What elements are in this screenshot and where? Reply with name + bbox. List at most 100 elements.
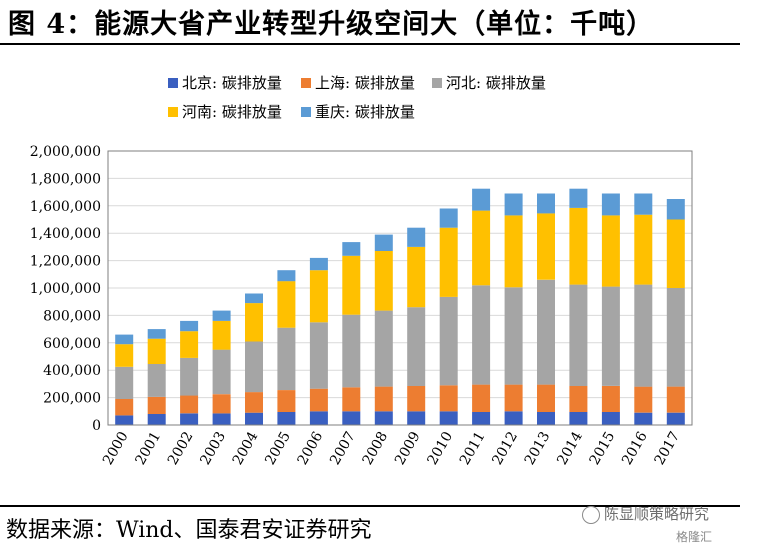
bar-segment — [342, 411, 361, 425]
x-axis-tick-labels: 2000 2001 2002 2003 2004 2005 2006 2007 2008 2009… — [100, 429, 683, 468]
bar-segment — [601, 286, 620, 386]
bar-segment — [180, 357, 199, 396]
bar-segment — [245, 412, 263, 425]
bar-segment — [569, 386, 588, 412]
bar-segment — [472, 188, 491, 211]
x-tick-label: 2001 — [132, 429, 164, 468]
bar-segment — [277, 390, 296, 412]
bar-segment — [601, 215, 620, 287]
bar-segment — [309, 411, 328, 425]
bar-segment — [569, 412, 588, 425]
x-tick-label: 2008 — [360, 429, 392, 468]
x-tick-label: 2015 — [587, 429, 619, 468]
x-tick-label: 2016 — [619, 429, 651, 468]
chart-bars — [115, 188, 685, 425]
bar-segment — [180, 320, 199, 332]
bar-segment — [601, 386, 620, 412]
bar-segment — [569, 284, 588, 386]
bar-segment — [212, 349, 231, 395]
legend-swatch — [432, 78, 442, 88]
bar-segment — [115, 334, 134, 345]
y-tick-label: 1,400,000 — [30, 226, 101, 242]
bar-segment — [472, 412, 491, 425]
bar-segment — [439, 227, 458, 297]
bar-segment — [472, 285, 491, 385]
bar-segment — [439, 296, 458, 386]
bar-segment — [115, 344, 134, 367]
x-tick-label: 2005 — [262, 429, 294, 468]
x-tick-label: 2010 — [424, 429, 456, 468]
y-tick-label: 200,000 — [43, 391, 101, 407]
legend-swatch — [301, 107, 311, 117]
bar-segment — [439, 411, 458, 425]
bar-segment — [537, 213, 555, 280]
y-tick-label: 400,000 — [43, 363, 101, 379]
bar-segment — [537, 384, 555, 412]
bar-segment — [309, 257, 328, 271]
bar-segment — [666, 386, 685, 413]
bar-segment — [277, 327, 296, 390]
bar-segment — [342, 314, 361, 388]
y-tick-label: 1,200,000 — [30, 254, 101, 270]
x-tick-label: 2007 — [327, 429, 359, 468]
bar-segment — [666, 288, 685, 387]
x-tick-label: 2012 — [489, 429, 521, 468]
data-source-note: 数据来源：Wind、国泰君安证券研究 — [6, 518, 372, 543]
legend-label: 上海: 碳排放量 — [315, 74, 415, 92]
figure-title: 图 4：能源大省产业转型升级空间大（单位：千吨） — [8, 9, 655, 40]
bar-segment — [407, 386, 426, 412]
bar-segment — [537, 193, 555, 214]
legend-label: 河南: 碳排放量 — [182, 103, 282, 121]
bar-segment — [634, 193, 653, 215]
watermark: 陈显顺策略研究 — [582, 503, 709, 524]
bar-segment — [374, 251, 393, 311]
bar-segment — [504, 384, 523, 412]
bar-segment — [147, 364, 166, 397]
bar-segment — [212, 320, 231, 350]
bar-segment — [666, 412, 685, 425]
x-tick-label: 2002 — [165, 429, 197, 468]
bar-segment — [601, 412, 620, 425]
y-tick-label: 1,800,000 — [30, 171, 101, 187]
legend-label: 重庆: 碳排放量 — [315, 103, 415, 121]
y-axis-tick-labels: 0 200,000 400,000 600,000 800,000 1,000,000 1,… — [30, 144, 101, 434]
bar-segment — [407, 227, 426, 247]
bar-segment — [634, 412, 653, 425]
bar-segment — [277, 281, 296, 328]
bar-segment — [601, 193, 620, 216]
bar-segment — [569, 207, 588, 285]
x-tick-label: 2009 — [392, 429, 424, 468]
watermark-sub: 格隆汇 — [676, 530, 713, 544]
bar-segment — [245, 303, 263, 342]
bar-segment — [115, 399, 134, 416]
x-tick-label: 2004 — [230, 429, 262, 468]
bar-segment — [634, 214, 653, 285]
legend-swatch — [168, 78, 178, 88]
bar-segment — [277, 412, 296, 425]
bar-segment — [147, 396, 166, 414]
bar-segment — [374, 234, 393, 251]
bar-segment — [245, 293, 263, 304]
wechat-icon — [582, 505, 600, 524]
bar-segment — [407, 246, 426, 308]
y-tick-label: 0 — [92, 418, 101, 434]
plot-area-frame — [107, 150, 693, 426]
legend-swatch — [301, 78, 311, 88]
x-tick-label: 2000 — [100, 429, 132, 468]
bar-segment — [504, 287, 523, 385]
bar-segment — [407, 411, 426, 425]
bar-segment — [180, 395, 199, 414]
y-tick-label: 1,000,000 — [30, 281, 101, 297]
watermark-text: 陈显顺策略研究 — [604, 505, 710, 523]
bar-segment — [634, 284, 653, 387]
bar-segment — [439, 208, 458, 228]
bar-segment — [537, 412, 555, 425]
bar-segment — [374, 386, 393, 412]
chart-gridlines — [108, 177, 692, 399]
bar-segment — [374, 310, 393, 387]
bar-segment — [537, 279, 555, 385]
bar-segment — [472, 384, 491, 412]
x-tick-label: 2006 — [295, 429, 327, 468]
bar-segment — [180, 413, 199, 425]
